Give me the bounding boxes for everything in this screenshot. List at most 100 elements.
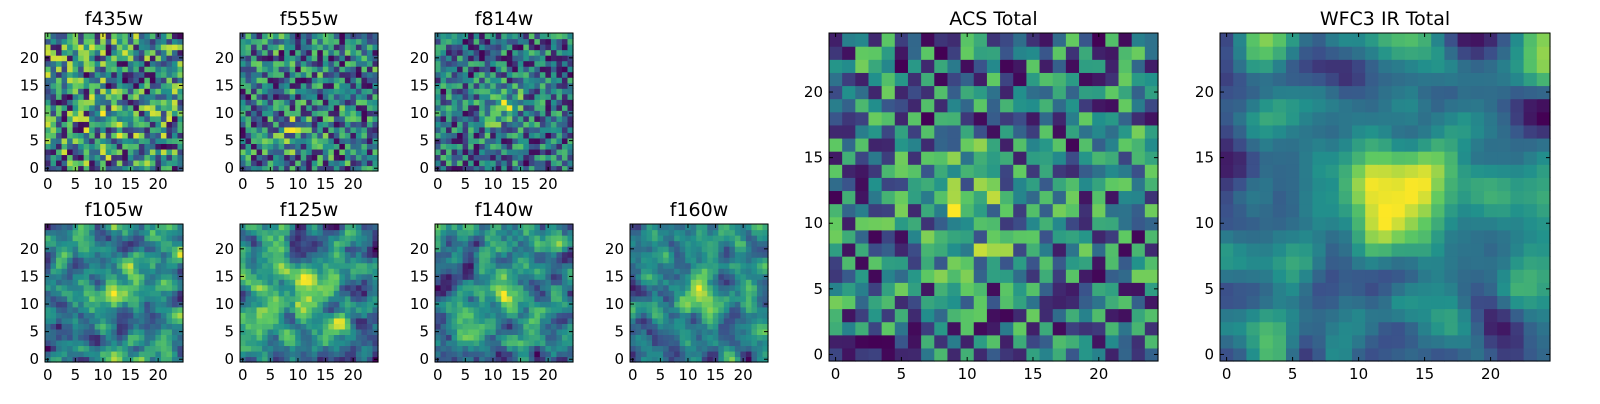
- heatmap-cell: [345, 323, 351, 329]
- heatmap-cell: [323, 160, 329, 166]
- heatmap-cell: [718, 307, 724, 313]
- heatmap-cell: [78, 329, 84, 335]
- heatmap-cell: [139, 323, 145, 329]
- heatmap-cell: [328, 274, 334, 280]
- heatmap-cell: [89, 138, 95, 144]
- heatmap-cell: [696, 329, 702, 335]
- heatmap-cell: [73, 290, 79, 296]
- heatmap-cell: [512, 329, 518, 335]
- heatmap-cell: [350, 340, 356, 346]
- heatmap-cell: [490, 345, 496, 351]
- heatmap-cell: [485, 323, 491, 329]
- heatmap-cell: [452, 83, 458, 89]
- heatmap-cell: [842, 230, 856, 244]
- heatmap-cell: [669, 334, 675, 340]
- heatmap-cell: [435, 345, 441, 351]
- heatmap-cell: [1000, 282, 1014, 296]
- heatmap-cell: [551, 340, 557, 346]
- heatmap-cell: [1132, 256, 1146, 270]
- heatmap-cell: [757, 290, 763, 296]
- heatmap-cell: [479, 61, 485, 67]
- heatmap-cell: [512, 160, 518, 166]
- heatmap-cell: [144, 99, 150, 105]
- heatmap-cell: [133, 132, 139, 138]
- heatmap-cell: [67, 263, 73, 269]
- heatmap-cell: [334, 252, 340, 258]
- heatmap-cell: [562, 33, 568, 39]
- heatmap-cell: [268, 149, 274, 155]
- heatmap-cell: [128, 318, 134, 324]
- heatmap-cell: [1105, 295, 1119, 309]
- heatmap-cell: [485, 351, 491, 357]
- heatmap-cell: [435, 334, 441, 340]
- heatmap-cell: [707, 268, 713, 274]
- heatmap-cell: [518, 307, 524, 313]
- heatmap-cell: [150, 127, 156, 133]
- heatmap-cell: [474, 149, 480, 155]
- heatmap-cell: [240, 127, 246, 133]
- heatmap-cell: [441, 329, 447, 335]
- heatmap-cell: [1092, 295, 1106, 309]
- heatmap-cell: [100, 55, 106, 61]
- heatmap-cell: [663, 274, 669, 280]
- heatmap-cell: [301, 138, 307, 144]
- heatmap-cell: [317, 88, 323, 94]
- heatmap-cell: [155, 55, 161, 61]
- heatmap-cell: [724, 268, 730, 274]
- heatmap-cell: [246, 121, 252, 127]
- heatmap-cell: [128, 55, 134, 61]
- heatmap-cell: [551, 290, 557, 296]
- heatmap-cell: [67, 116, 73, 122]
- heatmap-cell: [356, 39, 362, 45]
- heatmap-cell: [334, 121, 340, 127]
- heatmap-cell: [523, 329, 529, 335]
- heatmap-cell: [295, 351, 301, 357]
- heatmap-cell: [680, 246, 686, 252]
- heatmap-cell: [523, 307, 529, 313]
- heatmap-cell: [251, 268, 257, 274]
- heatmap-cell: [56, 55, 62, 61]
- heatmap-cell: [45, 132, 51, 138]
- heatmap-cell: [479, 83, 485, 89]
- heatmap-cell: [740, 274, 746, 280]
- heatmap-cell: [529, 241, 535, 247]
- heatmap-cell: [139, 72, 145, 78]
- heatmap-cell: [251, 285, 257, 291]
- heatmap-cell: [496, 312, 502, 318]
- heatmap-cell: [246, 296, 252, 302]
- heatmap-cell: [435, 257, 441, 263]
- heatmap-cell: [166, 274, 172, 280]
- heatmap-cell: [122, 323, 128, 329]
- heatmap-cell: [523, 105, 529, 111]
- heatmap-cell: [246, 77, 252, 83]
- heatmap-cell: [262, 154, 268, 160]
- heatmap-cell: [474, 160, 480, 166]
- heatmap-cell: [713, 285, 719, 291]
- heatmap-cell: [457, 235, 463, 241]
- heatmap-cell: [284, 55, 290, 61]
- heatmap-cell: [696, 246, 702, 252]
- heatmap-cell: [556, 263, 562, 269]
- heatmap-cell: [166, 241, 172, 247]
- heatmap-cell: [507, 301, 513, 307]
- heatmap-cell: [947, 217, 961, 231]
- heatmap-cell: [273, 307, 279, 313]
- heatmap-cell: [150, 345, 156, 351]
- heatmap-cell: [713, 290, 719, 296]
- heatmap-cell: [100, 307, 106, 313]
- heatmap-cell: [740, 318, 746, 324]
- heatmap-cell: [334, 143, 340, 149]
- heatmap-cell: [551, 66, 557, 72]
- heatmap-cell: [740, 285, 746, 291]
- heatmap-cell: [1132, 295, 1146, 309]
- heatmap-cell: [312, 224, 318, 230]
- heatmap-cell: [345, 230, 351, 236]
- heatmap-cell: [529, 329, 535, 335]
- heatmap-cell: [496, 61, 502, 67]
- heatmap-cell: [323, 246, 329, 252]
- heatmap-cell: [551, 160, 557, 166]
- heatmap-cell: [262, 224, 268, 230]
- heatmap-cell: [45, 312, 51, 318]
- heatmap-cell: [339, 307, 345, 313]
- heatmap-cell: [257, 268, 263, 274]
